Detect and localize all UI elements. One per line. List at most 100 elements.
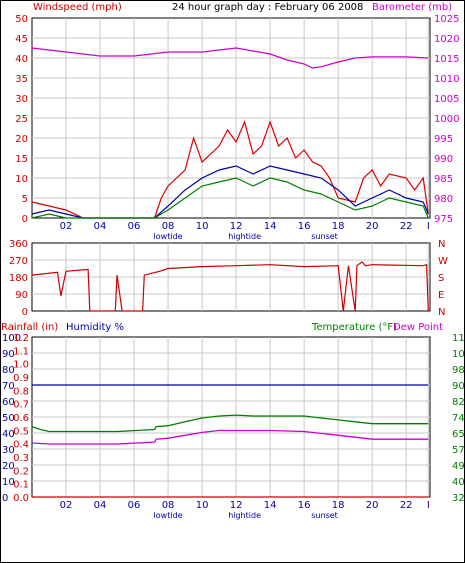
- x-tick-label: 16: [298, 500, 311, 511]
- rainfall-tick-label: 0.2: [13, 466, 29, 477]
- x-tick-label: I: [427, 221, 430, 232]
- windspeed-axis-label: Windspeed (mph): [33, 2, 122, 13]
- x-tick-label: 14: [264, 221, 277, 232]
- x-tick-label: 18: [332, 221, 345, 232]
- barometer-tick-label: 1020: [434, 34, 459, 45]
- barometer-tick-label: 975: [434, 214, 453, 225]
- direction-tick-label: 0: [22, 307, 28, 318]
- x-tick-label: 04: [94, 221, 107, 232]
- temperature-tick-label: 40: [452, 477, 465, 488]
- barometer-tick-label: 990: [434, 154, 453, 165]
- x-tick-label: 02: [60, 221, 73, 232]
- barometer-tick-label: 995: [434, 134, 453, 145]
- barometer-tick-label: 980: [434, 194, 453, 205]
- humidity-tick-label: 70: [2, 381, 15, 392]
- series-line-1: [31, 47, 429, 69]
- windspeed-tick-label: 40: [15, 54, 28, 65]
- windspeed-tick-label: 20: [15, 134, 28, 145]
- x-tick-label: 08: [162, 500, 175, 511]
- series-line-temperature-f-: [31, 414, 429, 433]
- compass-label: N: [438, 307, 445, 318]
- windspeed-tick-label: 5: [22, 194, 28, 205]
- x-tick-label: 06: [128, 500, 141, 511]
- barometer-tick-label: 1025: [434, 14, 459, 25]
- x-tick-label: 08: [162, 221, 175, 232]
- temperature-tick-label: 90: [452, 381, 465, 392]
- temperature-tick-label: 32: [452, 493, 465, 504]
- humidity-tick-label: 0: [2, 493, 8, 504]
- humidity-tick-label: 90: [2, 349, 15, 360]
- direction-tick-label: 90: [15, 290, 28, 301]
- windspeed-tick-label: 35: [15, 74, 28, 85]
- temperature-tick-label: 65: [452, 429, 465, 440]
- windspeed-tick-label: 25: [15, 114, 28, 125]
- compass-label: N: [438, 239, 445, 250]
- series-line-dew-point: [31, 429, 429, 445]
- x-tick-label: 10: [196, 221, 209, 232]
- event-label-hightide: hightide: [228, 232, 261, 241]
- direction-tick-label: 360: [9, 239, 28, 250]
- x-tick-label: 04: [94, 500, 107, 511]
- humidity-tick-label: 100: [2, 333, 21, 344]
- x-tick-label: 20: [366, 500, 379, 511]
- windspeed-tick-label: 50: [15, 14, 28, 25]
- x-tick-label: 22: [400, 221, 413, 232]
- windspeed-tick-label: 15: [15, 154, 28, 165]
- barometer-tick-label: 1010: [434, 74, 459, 85]
- compass-label: S: [438, 273, 444, 284]
- direction-tick-label: 270: [9, 256, 28, 267]
- event-label-hightide: hightide: [228, 511, 261, 520]
- rainfall-tick-label: 0.6: [13, 413, 29, 424]
- temperature-tick-label: 57: [452, 445, 465, 456]
- rainfall-tick-label: 0.1: [13, 480, 29, 491]
- graph-title: 24 hour graph day : February 06 2008: [172, 2, 363, 13]
- temperature-tick-label: 82: [452, 397, 465, 408]
- rainfall-tick-label: 0.4: [13, 440, 29, 451]
- compass-label: E: [438, 290, 444, 301]
- rainfall-tick-label: 0.9: [13, 373, 29, 384]
- event-label-sunset: sunset: [311, 511, 338, 520]
- x-tick-label: I: [427, 500, 430, 511]
- windspeed-tick-label: 30: [15, 94, 28, 105]
- dewpoint-axis-label: Dew Point: [393, 322, 443, 333]
- humidity-tick-label: 10: [2, 477, 15, 488]
- temperature-tick-label: 98: [452, 365, 465, 376]
- humidity-tick-label: 30: [2, 445, 15, 456]
- wind-direction-line: [31, 261, 429, 312]
- humidity-tick-label: 80: [2, 365, 15, 376]
- windspeed-tick-label: 45: [15, 34, 28, 45]
- rainfall-tick-label: 0.3: [13, 453, 29, 464]
- series-line-4: [31, 177, 429, 219]
- barometer-tick-label: 985: [434, 174, 453, 185]
- rainfall-tick-label: 0.7: [13, 400, 29, 411]
- rainfall-tick-label: 0.0: [13, 493, 29, 504]
- event-label-sunset: sunset: [311, 232, 338, 241]
- rainfall-tick-label: 1.0: [13, 360, 29, 371]
- x-tick-label: 22: [400, 500, 413, 511]
- rainfall-tick-label: 0.5: [13, 426, 29, 437]
- barometer-axis-label: Barometer (mb): [372, 2, 452, 13]
- direction-tick-label: 180: [9, 273, 28, 284]
- humidity-tick-label: 40: [2, 429, 15, 440]
- temperature-tick-label: 107: [452, 349, 465, 360]
- barometer-tick-label: 1015: [434, 54, 459, 65]
- x-tick-label: 16: [298, 221, 311, 232]
- rainfall-tick-label: 1.2: [13, 333, 29, 344]
- barometer-tick-label: 1000: [434, 114, 459, 125]
- x-tick-label: 06: [128, 221, 141, 232]
- humidity-tick-label: 60: [2, 397, 15, 408]
- humidity-tick-label: 50: [2, 413, 15, 424]
- event-label-lowtide: lowtide: [154, 511, 183, 520]
- x-tick-label: 20: [366, 221, 379, 232]
- rainfall-tick-label: 0.8: [13, 386, 29, 397]
- x-tick-label: 12: [230, 221, 243, 232]
- barometer-tick-label: 1005: [434, 94, 459, 105]
- x-tick-label: 10: [196, 500, 209, 511]
- x-tick-label: 14: [264, 500, 277, 511]
- temperature-tick-label: 49: [452, 461, 465, 472]
- temperature-tick-label: 74: [452, 413, 465, 424]
- humidity-tick-label: 20: [2, 461, 15, 472]
- windspeed-tick-label: 0: [22, 214, 28, 225]
- x-tick-label: 02: [60, 500, 73, 511]
